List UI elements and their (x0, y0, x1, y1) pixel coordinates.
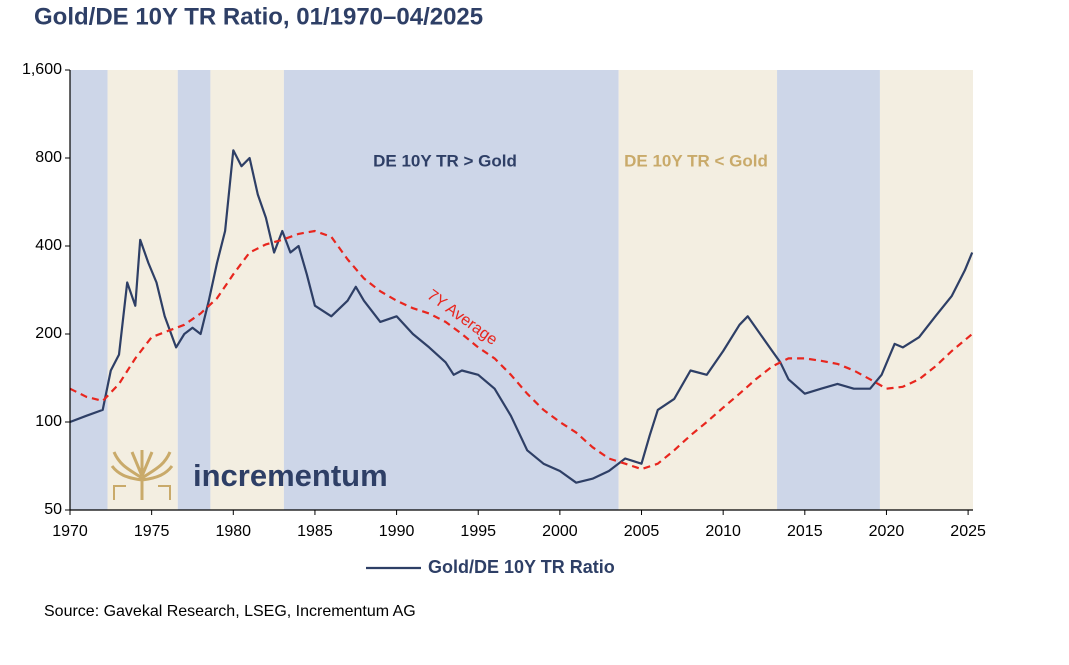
x-tick-label: 1990 (379, 523, 415, 540)
x-tick-label: 2015 (787, 523, 823, 540)
y-tick-label: 200 (35, 325, 62, 342)
chart-title: Gold/DE 10Y TR Ratio, 01/1970–04/2025 (34, 3, 483, 30)
shaded-region (70, 70, 108, 510)
logo-text: incrementum (193, 458, 388, 493)
series-line (69, 229, 973, 471)
x-tick-label: 1995 (460, 523, 496, 540)
x-tick-label: 2025 (950, 523, 986, 540)
annotation: DE 10Y TR > Gold (373, 151, 517, 170)
x-tick-label: 2000 (542, 523, 578, 540)
shaded-region (210, 70, 284, 510)
x-tick-label: 2005 (624, 523, 660, 540)
plot (69, 149, 974, 484)
annotation: DE 10Y TR < Gold (624, 151, 768, 170)
x-tick-label: 1970 (52, 523, 88, 540)
source: Source: Gavekal Research, LSEG, Incremen… (44, 603, 416, 620)
shaded-region (177, 70, 211, 510)
y-tick-label: 1,600 (22, 61, 62, 78)
x-tick-label: 1985 (297, 523, 333, 540)
shaded-region (879, 70, 973, 510)
y-tick-label: 50 (44, 501, 62, 518)
y-tick-label: 400 (35, 237, 62, 254)
legend-label: Gold/DE 10Y TR Ratio (428, 557, 615, 577)
shaded-region (107, 70, 178, 510)
shaded-region (283, 70, 619, 510)
shaded-region (777, 70, 880, 510)
bands (70, 70, 973, 510)
y-tick-label: 800 (35, 149, 62, 166)
x-tick-label: 1975 (134, 523, 170, 540)
logo-icon (110, 450, 174, 500)
x-tick-label: 1980 (215, 523, 251, 540)
shaded-region (618, 70, 778, 510)
x-tick-label: 2010 (705, 523, 741, 540)
x-tick-label: 2020 (869, 523, 905, 540)
y-tick-label: 100 (35, 413, 62, 430)
series-line (69, 149, 974, 484)
